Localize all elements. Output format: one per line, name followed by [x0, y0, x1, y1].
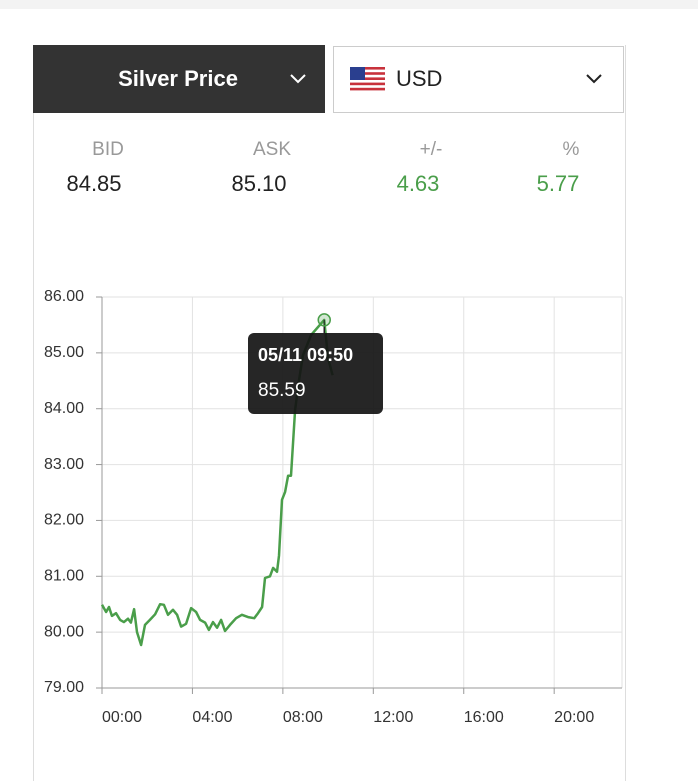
tooltip-value: 85.59 — [258, 380, 306, 401]
quote-value: 5.77 — [537, 171, 580, 196]
quote-value: 84.85 — [66, 171, 121, 196]
y-tick-label: 85.00 — [44, 344, 84, 361]
chevron — [290, 74, 306, 84]
metal-selector[interactable] — [33, 45, 325, 113]
currency: USD — [396, 66, 442, 91]
x-tick-label: 16:00 — [464, 709, 504, 726]
quote-label: +/- — [420, 139, 443, 160]
x-tick-label: 04:00 — [192, 709, 232, 726]
y-tick-label: 80.00 — [44, 623, 84, 640]
y-tick-label: 79.00 — [44, 679, 84, 696]
y-tick-label: 82.00 — [44, 512, 84, 529]
tooltip-time: 05/11 09:50 — [258, 345, 353, 365]
y-tick-label: 83.00 — [44, 456, 84, 473]
us-flag — [350, 67, 385, 91]
x-tick-label: 20:00 — [554, 709, 594, 726]
chevron — [586, 74, 602, 84]
y-tick-label: 86.00 — [44, 288, 84, 305]
x-tick-label: 08:00 — [283, 709, 323, 726]
y-tick-label: 84.00 — [44, 400, 84, 417]
quote-value: 85.10 — [231, 171, 286, 196]
tooltip-marker — [317, 313, 331, 327]
tooltip — [248, 333, 383, 414]
quotes: BID 84.85 ASK 85.10 +/- 4.63% 5.77 — [66, 139, 579, 196]
chart: 79.00 80.00 81.00 82.00 83.00 84.00 85.00 86.00… — [44, 288, 623, 726]
quote-label: ASK — [253, 139, 291, 160]
top-strip — [0, 0, 698, 9]
quote-label: % — [563, 139, 580, 160]
quote-label: BID — [92, 139, 124, 160]
y-tick-label: 81.00 — [44, 568, 84, 585]
x-tick-label: 00:00 — [102, 709, 142, 726]
metal-title: Silver Price — [118, 66, 238, 91]
price-line — [100, 318, 334, 647]
quote-value: 4.63 — [397, 171, 440, 196]
x-tick-label: 12:00 — [373, 709, 413, 726]
